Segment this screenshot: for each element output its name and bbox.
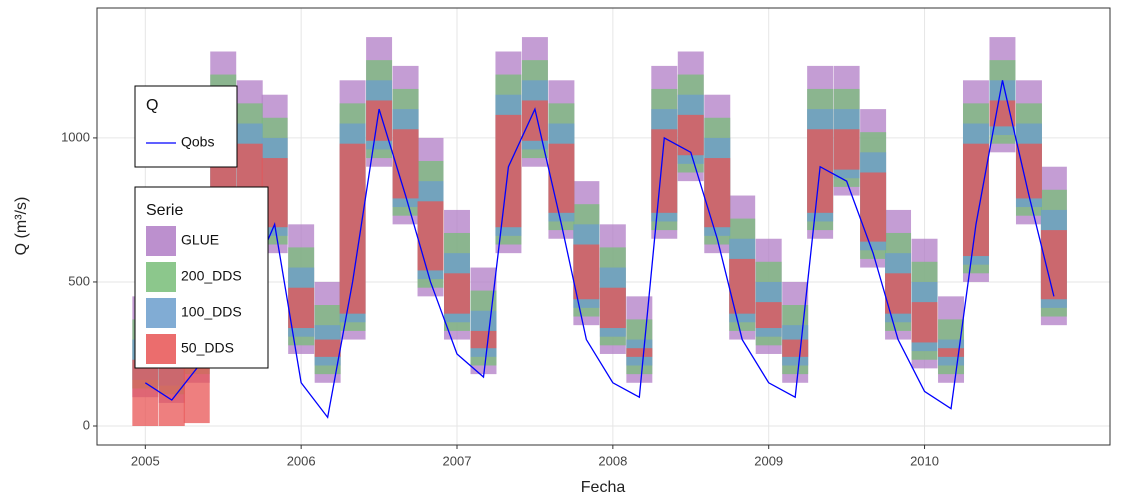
x-tick-label: 2007 [443,453,472,468]
uncertainty-band [548,143,575,213]
uncertainty-band [470,330,497,349]
x-axis-title: Fecha [581,479,626,496]
y-tick-label: 0 [83,417,90,432]
uncertainty-band [1040,230,1067,300]
uncertainty-band [911,302,938,343]
x-tick-label: 2010 [910,453,939,468]
uncertainty-band [755,302,782,329]
x-tick-label: 2005 [131,453,160,468]
panel-border [96,7,1111,446]
uncertainty-band [626,348,653,357]
uncertainty-band [573,244,600,300]
uncertainty-band [860,172,887,242]
x-tick-label: 2006 [287,453,316,468]
uncertainty-band [521,100,548,141]
y-tick-label: 500 [68,273,90,288]
legend-label: 100_DDS [181,304,242,320]
axes: 0 500 1000 2005 2006 2007 2008 2009 2010 [61,129,939,468]
uncertainty-band [677,114,704,156]
uncertainty-band [314,339,341,357]
observed-line [144,80,1055,419]
x-tick-label: 2008 [598,453,627,468]
uncertainty-band [444,273,470,314]
legend-label: 50_DDS [181,340,234,356]
uncertainty-band [938,348,965,357]
uncertainty-band [989,100,1016,127]
legend-swatch [146,334,176,364]
y-tick-label: 1000 [61,129,90,144]
line-legend-box [134,85,238,168]
uncertainty-band [962,143,989,257]
line-legend-title: Q [146,97,158,114]
uncertainty-band [599,287,626,329]
y-axis-title: Q (m³/s) [13,197,30,256]
legend-swatch [146,298,176,328]
legend-label: GLUE [181,232,219,248]
uncertainty-band [132,359,159,426]
legend-swatch [146,226,176,256]
uncertainty-band [704,158,731,228]
uncertainty-band [833,129,860,170]
legend-label: Qobs [181,134,214,150]
uncertainty-band [392,129,419,199]
uncertainty-band [885,273,912,314]
uncertainty-band [339,143,366,314]
legends: Q Qobs Serie GLUE 200_DDS 100_DDS 50_DDS [134,85,269,369]
uncertainty-band [1015,143,1042,199]
legend-swatch [146,262,176,292]
uncertainty-band [417,201,444,271]
uncertainty-band [782,339,809,357]
band-legend-title: Serie [146,202,183,219]
uncertainty-band [288,287,315,329]
legend-label: 200_DDS [181,268,242,284]
x-tick-label: 2009 [754,453,783,468]
uncertainty-band [366,100,393,141]
